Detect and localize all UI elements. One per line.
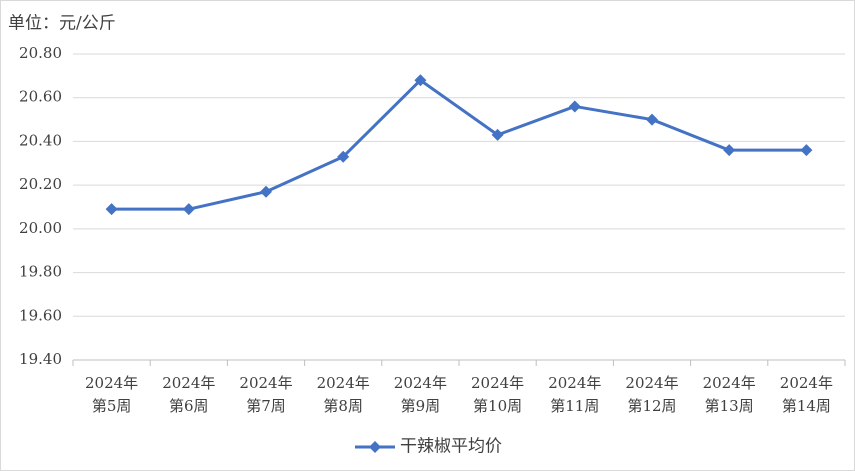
point xyxy=(182,203,195,216)
x-tick-label: 2024年 xyxy=(780,374,833,392)
x-tick-label: 2024年 xyxy=(239,374,292,392)
x-tick-label: 第7周 xyxy=(246,397,286,415)
point xyxy=(800,144,813,157)
x-tick-label: 第13周 xyxy=(705,397,754,415)
x-tick-label: 2024年 xyxy=(85,374,138,392)
series-line xyxy=(111,78,807,211)
point xyxy=(414,74,427,87)
x-tick-label: 第11周 xyxy=(550,397,599,415)
x-tick-label: 2024年 xyxy=(703,374,756,392)
y-tick-label: 19.60 xyxy=(19,306,62,324)
point xyxy=(723,144,736,157)
y-tick-label: 20.00 xyxy=(19,219,62,237)
y-tick-label: 20.60 xyxy=(19,88,62,106)
point xyxy=(568,100,581,113)
x-tick-label: 第10周 xyxy=(473,397,522,415)
x-tick-label: 2024年 xyxy=(394,374,447,392)
x-tick-label: 第12周 xyxy=(627,397,676,415)
y-tick-label: 20.80 xyxy=(19,44,62,62)
y-tick-label: 20.20 xyxy=(19,175,62,193)
x-tick-label: 第5周 xyxy=(92,397,132,415)
x-tick-label: 第14周 xyxy=(782,397,831,415)
unit-annotation: 单位：元/公斤 xyxy=(8,14,116,34)
x-tick-label: 2024年 xyxy=(471,374,524,392)
y-tick-label: 19.40 xyxy=(19,350,62,368)
legend-marker xyxy=(369,441,381,453)
x-tick-label: 第8周 xyxy=(323,397,363,415)
point xyxy=(260,185,272,198)
legend-label: 干辣椒平均价 xyxy=(400,437,502,457)
x-tick-label: 2024年 xyxy=(317,374,370,392)
x-tick-label: 2024年 xyxy=(625,374,678,392)
y-tick-label: 19.80 xyxy=(19,263,62,281)
y-tick-label: 20.40 xyxy=(19,131,62,149)
point xyxy=(491,128,504,141)
point xyxy=(337,150,350,163)
point xyxy=(105,203,118,216)
x-tick-label: 第6周 xyxy=(169,397,209,415)
x-tick-label: 2024年 xyxy=(162,374,215,392)
point xyxy=(646,113,658,126)
x-tick-label: 第9周 xyxy=(401,397,441,415)
x-tick-label: 2024年 xyxy=(548,374,601,392)
